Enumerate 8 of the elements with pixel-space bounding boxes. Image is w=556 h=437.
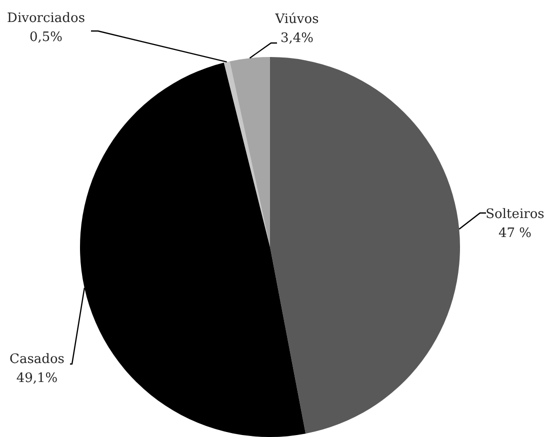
slice-label: Divorciados <box>7 10 85 26</box>
slice-label: Solteiros <box>486 206 544 222</box>
data-label: 49,1% <box>16 370 58 386</box>
data-label: 3,4% <box>280 30 314 46</box>
data-label: 47 % <box>498 226 532 241</box>
data-label: 0,5% <box>29 30 63 45</box>
slice-label: Viúvos <box>274 12 319 27</box>
slice-label: Casados <box>10 352 64 367</box>
